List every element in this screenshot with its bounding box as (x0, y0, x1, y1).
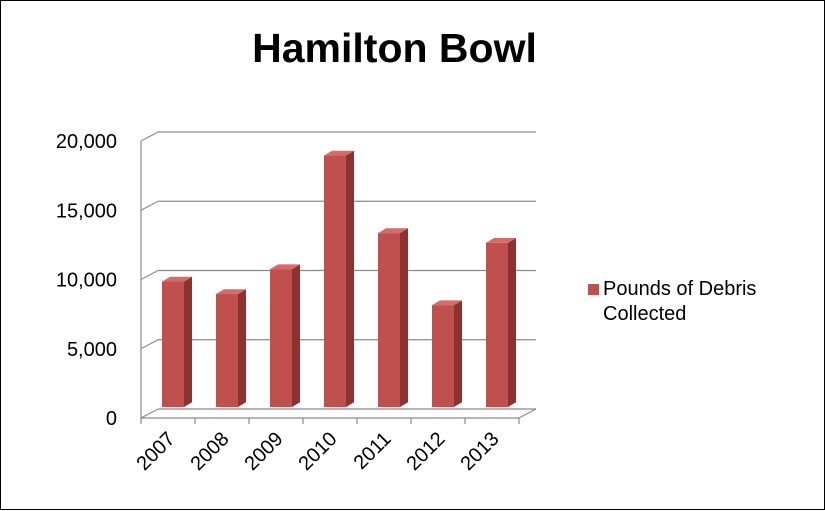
bar-top (162, 276, 192, 282)
y-tick-label: 5,000 (67, 339, 117, 361)
bar (324, 155, 346, 407)
bar (378, 233, 400, 407)
x-tick-label: 2007 (133, 428, 180, 475)
x-tick-label: 2012 (403, 428, 450, 475)
bar (432, 305, 454, 407)
floor-edge (518, 408, 537, 419)
bar-top (378, 228, 408, 234)
gridline-side (140, 408, 159, 419)
bar (486, 242, 508, 407)
legend: Pounds of Debris Collected (588, 277, 825, 327)
bar-top (432, 300, 462, 306)
gridline-side (140, 200, 159, 211)
legend-label-line-1: Pounds of Debris (603, 278, 757, 300)
x-tick-label: 2010 (295, 428, 342, 475)
bar-side (292, 264, 300, 407)
bar (216, 294, 238, 407)
gridline-side (140, 131, 159, 142)
gridline-side (140, 269, 159, 281)
bar-top (486, 238, 516, 243)
x-tick-label: 2013 (457, 428, 504, 475)
y-tick-label: 15,000 (56, 200, 117, 222)
bar-side (184, 276, 192, 407)
chart-title: Hamilton Bowl (252, 25, 537, 71)
legend-swatch (588, 284, 599, 295)
bar (270, 269, 292, 407)
x-tick-label: 2009 (241, 428, 288, 475)
y-tick-label: 20,000 (56, 131, 117, 153)
bar-side (454, 300, 462, 407)
gridline-side (140, 339, 159, 350)
bar-side (238, 289, 246, 407)
bar-side (508, 238, 516, 407)
bar-top (216, 289, 246, 295)
x-tick-label: 2011 (350, 428, 396, 474)
legend-label-line-2: Collected (603, 303, 687, 325)
x-tick-label: 2008 (187, 428, 234, 475)
bar (162, 281, 184, 407)
y-tick-label: 0 (106, 408, 117, 430)
bar-top (324, 150, 354, 156)
legend-label: Pounds of Debris Collected (603, 277, 825, 327)
bar-side (400, 228, 408, 407)
y-tick-label: 10,000 (56, 270, 117, 292)
bar-side (346, 150, 354, 407)
bar-top (270, 264, 300, 270)
